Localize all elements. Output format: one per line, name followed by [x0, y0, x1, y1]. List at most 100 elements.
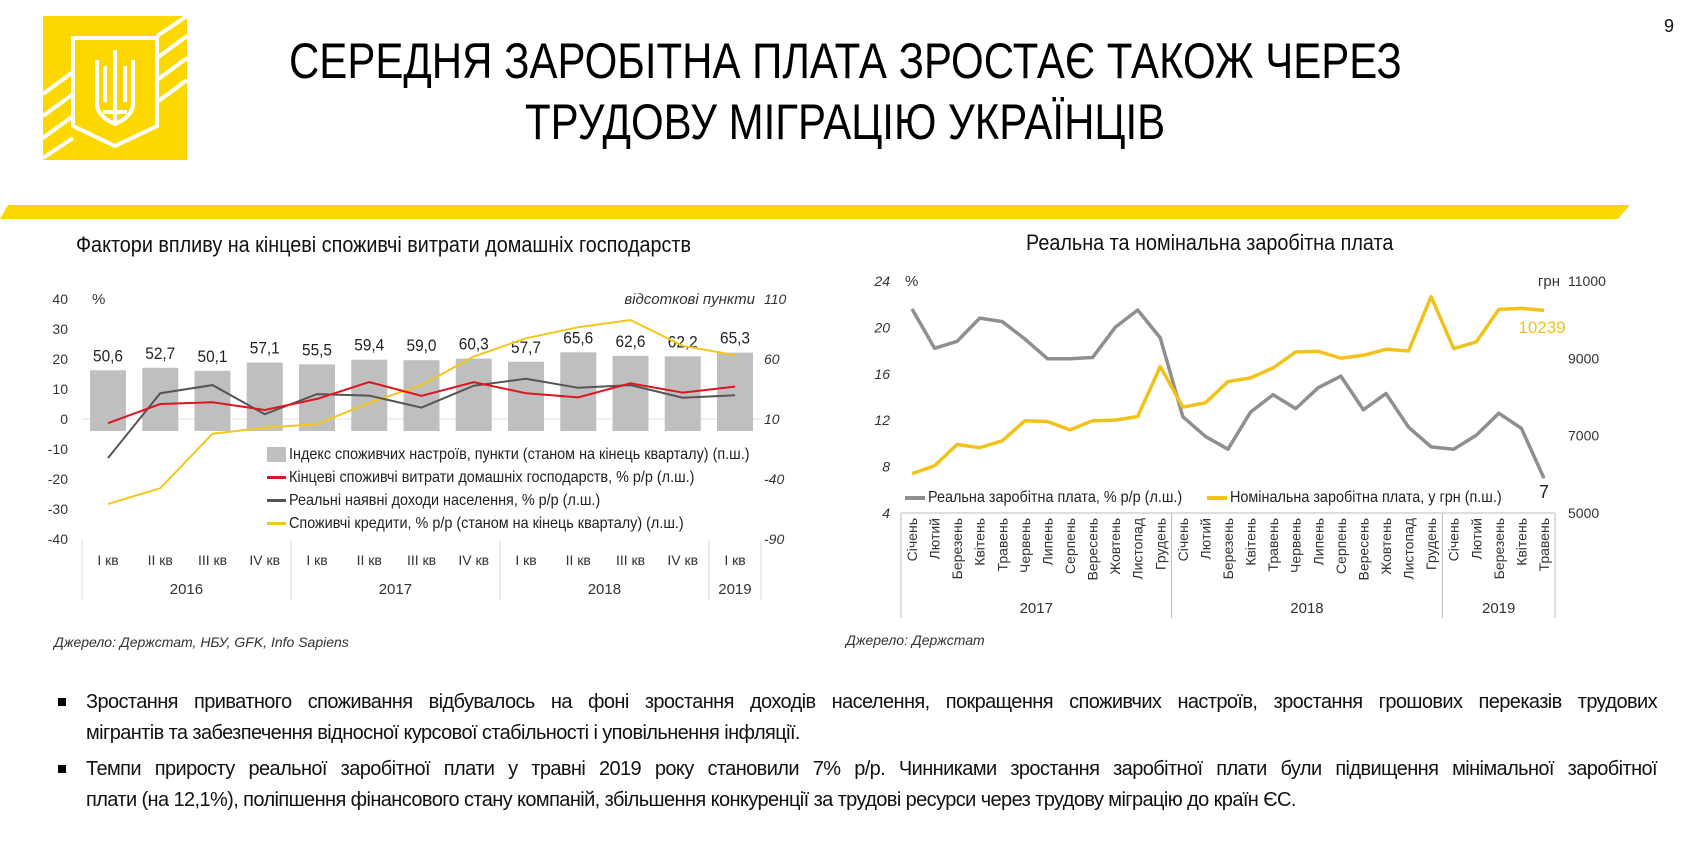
right-axis-tick-label: 110: [764, 291, 787, 307]
x-axis-category-label: I кв: [724, 552, 745, 568]
left-axis-tick-label: 20: [52, 351, 68, 367]
bar-data-label: 57,7: [511, 338, 541, 357]
left-axis-tick-label: 20: [873, 319, 890, 335]
x-axis-month-label: Червень: [1288, 518, 1304, 573]
nominal-wage-end-label: 10239: [1518, 318, 1565, 337]
right-axis-tick-label: -40: [764, 471, 784, 487]
right-axis-tick-label: 5000: [1568, 505, 1599, 521]
x-axis-month-label: Серпень: [1333, 518, 1349, 574]
legend-label: Індекс споживчих настроїв, пункти (стано…: [289, 445, 750, 463]
x-axis-month-label: Квітень: [1513, 518, 1529, 566]
x-axis-year-label: 2019: [1482, 600, 1515, 617]
bar-swatch-icon: [267, 447, 286, 462]
x-axis-month-label: Червень: [1017, 518, 1033, 573]
left-chart-source: Джерело: Держстат, НБУ, GFK, Info Sapien…: [54, 634, 349, 650]
right-chart-title: Реальна та номінальна заробітна плата: [1026, 230, 1394, 255]
x-axis-month-label: Вересень: [1355, 518, 1371, 581]
bar-data-label: 65,6: [563, 328, 593, 347]
x-axis-month-label: Грудень: [1423, 518, 1439, 570]
sentiment-bar: [560, 352, 597, 431]
x-axis-category-label: II кв: [357, 552, 382, 568]
bar-data-label: 55,5: [302, 340, 332, 359]
bullet-2-line-2: плати (на 12,1%), поліпшення фінансового…: [86, 789, 1296, 811]
x-axis-month-label: Травень: [1265, 518, 1281, 571]
x-axis-category-label: II кв: [148, 552, 173, 568]
yellow-divider-band: [0, 205, 1630, 219]
red-line-swatch-icon: [267, 476, 286, 479]
bullet-marker-icon: [58, 765, 66, 773]
left-axis-tick-label: -30: [48, 501, 68, 517]
grey-line-swatch-icon: [905, 495, 925, 500]
x-axis-month-label: Березень: [1220, 518, 1236, 579]
grey-line-swatch-icon: [267, 499, 286, 502]
page-title-line-2: ТРУДОВУ МІГРАЦІЮ УКРАЇНЦІВ: [0, 93, 1691, 151]
left-axis-tick-label: 4: [882, 505, 890, 521]
x-axis-month-label: Травень: [994, 518, 1010, 571]
x-axis-month-label: Січень: [1446, 518, 1462, 561]
legend-label: Споживчі кредити, % р/р (станом на кінец…: [289, 514, 684, 532]
right-chart-legend-real: Реальна заробітна плата, % р/р (л.ш.): [905, 486, 1210, 509]
x-axis-month-label: Вересень: [1085, 518, 1101, 581]
income-line: [107, 377, 736, 459]
x-axis-year-label: 2017: [1020, 600, 1053, 617]
x-axis-category-label: IV кв: [458, 552, 489, 568]
x-axis-category-label: I кв: [306, 552, 327, 568]
legend-item-consumption: Кінцеві споживчі витрати домашніх господ…: [267, 466, 801, 489]
legend-label: Реальна заробітна плата, % р/р (л.ш.): [928, 488, 1183, 506]
legend-label: Реальні наявні доходи населення, % р/р (…: [289, 491, 601, 509]
yellow-line-swatch-icon: [1207, 495, 1227, 500]
x-axis-month-label: Березень: [1491, 518, 1507, 579]
right-axis-tick-label: -90: [764, 531, 784, 547]
left-axis-unit: %: [92, 291, 105, 308]
x-axis-category-label: III кв: [407, 552, 436, 568]
left-axis-tick-label: 12: [874, 412, 890, 428]
sentiment-bar: [90, 370, 126, 431]
page-title-line-1: СЕРЕДНЯ ЗАРОБІТНА ПЛАТА ЗРОСТАЄ ТАКОЖ ЧЕ…: [0, 32, 1691, 90]
title-text: ТРУДОВУ МІГРАЦІЮ УКРАЇНЦІВ: [525, 94, 1166, 150]
page-number: 9: [1664, 16, 1675, 36]
bar-data-label: 59,0: [407, 336, 437, 355]
x-axis-category-label: IV кв: [249, 552, 280, 568]
x-axis-month-label: Листопад: [1130, 518, 1146, 580]
x-axis-year-label: 2019: [718, 581, 751, 598]
sentiment-bar: [246, 362, 283, 431]
title-text: СЕРЕДНЯ ЗАРОБІТНА ПЛАТА ЗРОСТАЄ ТАКОЖ ЧЕ…: [289, 33, 1402, 89]
x-axis-month-label: Серпень: [1062, 518, 1078, 574]
right-axis-tick-label: 11000: [1568, 273, 1606, 289]
left-chart-title: Фактори впливу на кінцеві споживчі витра…: [76, 232, 692, 257]
left-axis-unit: %: [905, 273, 918, 290]
x-axis-category-label: III кв: [616, 552, 645, 568]
coat-of-arms-logo: [43, 16, 187, 160]
right-axis-unit: відсоткові пункти: [624, 291, 755, 308]
sentiment-bar: [455, 358, 492, 431]
real-wage-line: [910, 307, 1546, 479]
left-axis-tick-label: -40: [48, 531, 68, 547]
bar-data-label: 59,4: [354, 336, 384, 355]
sentiment-bar: [612, 355, 649, 431]
left-axis-tick-label: -20: [48, 471, 68, 487]
bullet-marker-icon: [58, 698, 66, 706]
x-axis-month-label: Жовтень: [1107, 518, 1123, 575]
left-axis-tick-label: 10: [52, 381, 68, 397]
x-axis-month-label: Липень: [1310, 518, 1326, 565]
real-wage-end-label: 7: [1539, 482, 1549, 502]
right-axis-tick-label: 10: [764, 411, 780, 427]
right-axis-tick-label: 60: [764, 351, 780, 367]
bullet-2-line-1: Темпи приросту реальної заробітної плати…: [86, 758, 1658, 780]
yellow-line-swatch-icon: [267, 522, 286, 525]
sentiment-bar: [299, 364, 335, 431]
bar-data-label: 65,3: [720, 329, 750, 348]
bar-data-label: 57,1: [250, 338, 280, 357]
sentiment-bar: [194, 370, 231, 431]
legend-item-income: Реальні наявні доходи населення, % р/р (…: [267, 489, 801, 512]
legend-item-credits: Споживчі кредити, % р/р (станом на кінец…: [267, 512, 801, 535]
x-axis-month-label: Квітень: [972, 518, 988, 566]
sentiment-bar: [664, 356, 701, 431]
legend-item-sentiment: Індекс споживчих настроїв, пункти (стано…: [267, 443, 801, 466]
right-axis-unit: грн: [1538, 273, 1560, 290]
sentiment-bar: [717, 352, 753, 431]
right-axis-tick-label: 7000: [1568, 428, 1599, 444]
consumption-line: [107, 381, 736, 425]
credits-line: [107, 318, 736, 505]
sentiment-bar: [142, 367, 179, 431]
